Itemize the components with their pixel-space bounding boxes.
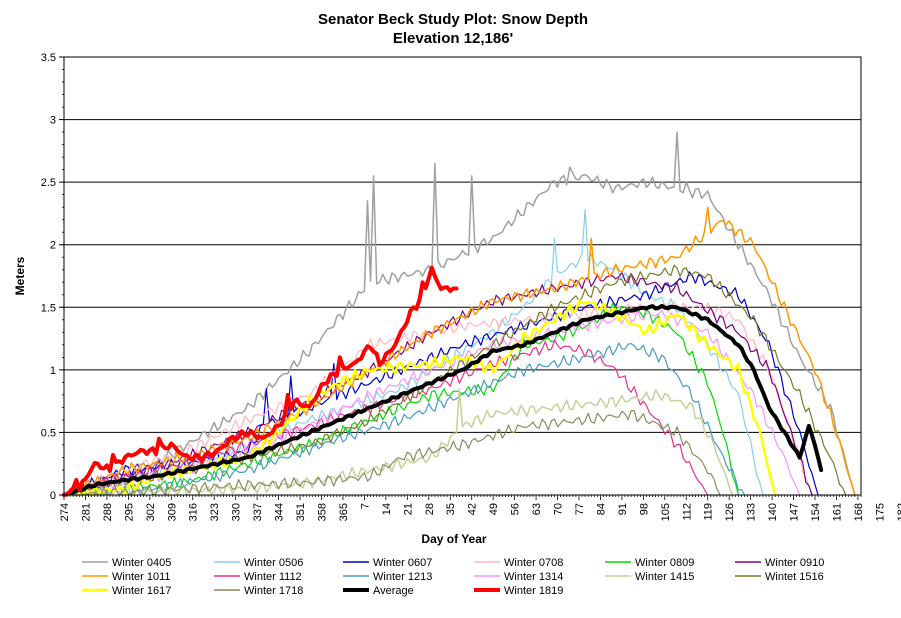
series-line-winter-1819	[62, 265, 459, 497]
chart-subtitle: Elevation 12,186'	[393, 30, 513, 47]
legend-label-wintet-1516: Wintet 1516	[765, 571, 824, 583]
x-tick-label: 281	[80, 503, 92, 521]
legend-label-winter-1112: Winter 1112	[244, 571, 302, 583]
legend-label-winter-1415: Winter 1415	[635, 571, 694, 583]
x-tick-label: 316	[188, 503, 200, 521]
x-tick-label: 351	[295, 503, 307, 521]
legend-label-winter-1819: Winter 1819	[504, 585, 563, 597]
y-tick-label: 0.5	[41, 427, 56, 439]
x-tick-label: 175	[874, 503, 886, 521]
x-tick-label: 182	[896, 503, 901, 521]
y-tick-label: 3	[50, 115, 56, 127]
x-tick-label: 154	[810, 503, 822, 521]
x-tick-label: 147	[789, 503, 801, 521]
y-tick-label: 1.5	[41, 302, 56, 314]
series-line-winter-1112	[63, 339, 709, 496]
chart-title: Senator Beck Study Plot: Snow Depth	[318, 11, 588, 28]
plot-area-frame	[63, 56, 862, 496]
x-axis-title: Day of Year	[421, 532, 486, 546]
series-line-winter-0405	[63, 131, 856, 496]
series-line-winter-1011	[63, 206, 856, 496]
y-tick-label: 0	[50, 490, 56, 502]
y-axis-ticks: 0 0.5 1 1.5 2 2.5 3 3.5	[41, 52, 64, 502]
legend-label-average: Average	[373, 585, 414, 597]
x-tick-label: 330	[231, 503, 243, 521]
x-tick-label: 358	[316, 503, 328, 521]
series-line-winter-1718	[63, 410, 721, 496]
x-tick-label: 56	[510, 503, 522, 515]
legend-label-winter-1213: Winter 1213	[373, 571, 432, 583]
x-tick-label: 274	[59, 503, 71, 521]
series-layer	[62, 131, 856, 497]
legend-label-winter-1011: Winter 1011	[112, 571, 171, 583]
x-tick-label: 21	[402, 503, 414, 515]
series-line-winter-0910	[63, 271, 813, 496]
x-tick-label: 91	[617, 503, 629, 515]
x-tick-label: 365	[338, 503, 350, 521]
series-line-average	[62, 303, 824, 497]
x-tick-label: 168	[853, 503, 865, 521]
y-axis-title: Meters	[13, 256, 27, 295]
series-line-winter-0809	[63, 302, 739, 496]
x-tick-label: 7	[359, 503, 371, 509]
x-tick-label: 126	[724, 503, 736, 521]
x-tick-label: 288	[102, 503, 114, 521]
x-tick-label: 70	[553, 503, 565, 515]
x-tick-label: 77	[574, 503, 586, 515]
legend-label-winter-0910: Winter 0910	[765, 557, 824, 569]
legend-label-winter-1718: Winter 1718	[244, 585, 303, 597]
x-tick-label: 105	[660, 503, 672, 521]
x-tick-label: 49	[488, 503, 500, 515]
series-line-winter-1213	[63, 342, 746, 496]
x-tick-label: 302	[145, 503, 157, 521]
x-tick-label: 295	[123, 503, 135, 521]
x-tick-label: 344	[274, 503, 286, 521]
x-tick-label: 133	[746, 503, 758, 521]
x-tick-label: 309	[166, 503, 178, 521]
y-tick-label: 2	[50, 240, 56, 252]
series-line-winter-0607	[63, 271, 819, 496]
y-tick-label: 1	[50, 365, 56, 377]
x-tick-label: 14	[381, 503, 393, 515]
legend-label-winter-0607: Winter 0607	[373, 557, 432, 569]
x-tick-label: 112	[681, 503, 693, 521]
x-tick-label: 84	[595, 503, 607, 515]
x-tick-label: 35	[445, 503, 457, 515]
legend-label-winter-0506: Winter 0506	[244, 557, 303, 569]
x-axis-ticks: 274 281 288 295 302 309 316 323 330 337 344 351 358 3…	[59, 495, 901, 521]
x-tick-label: 337	[252, 503, 264, 521]
x-tick-label: 323	[209, 503, 221, 521]
legend-label-winter-0405: Winter 0405	[112, 557, 171, 569]
y-tick-label: 2.5	[41, 177, 56, 189]
x-tick-label: 161	[831, 503, 843, 521]
x-tick-label: 119	[703, 503, 715, 521]
x-tick-label: 63	[531, 503, 543, 515]
legend-label-winter-1617: Winter 1617	[112, 585, 171, 597]
legend: Winter 0405 Winter 0506 Winter 0607 Winter …	[82, 557, 824, 597]
x-tick-label: 28	[424, 503, 436, 515]
legend-label-winter-1314: Winter 1314	[504, 571, 563, 583]
legend-label-winter-0809: Winter 0809	[635, 557, 694, 569]
x-tick-label: 42	[467, 503, 479, 515]
legend-label-winter-0708: Winter 0708	[504, 557, 563, 569]
y-tick-label: 3.5	[41, 52, 56, 64]
x-tick-label: 98	[638, 503, 650, 515]
x-tick-label: 140	[767, 503, 779, 521]
